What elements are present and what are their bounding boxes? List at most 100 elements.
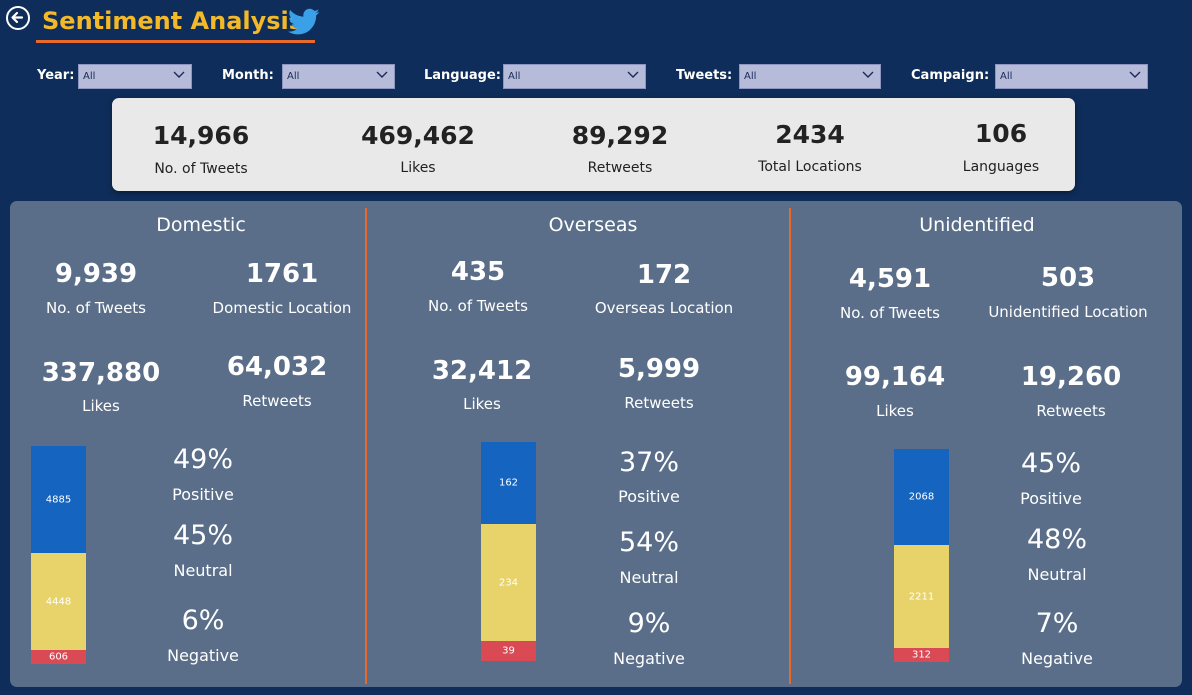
tweets-dropdown[interactable]: All xyxy=(739,64,881,89)
bar-segment-label: 4448 xyxy=(45,596,72,607)
overseas-locations-label: Overseas Location xyxy=(594,299,734,317)
bar-segment-label: 2068 xyxy=(908,491,935,503)
bar-segment-neutral: 2211 xyxy=(894,545,949,648)
unidentified-title: Unidentified xyxy=(919,214,1035,236)
unidentified-neutral-label: Neutral xyxy=(1027,565,1087,584)
chevron-down-icon xyxy=(1129,71,1141,78)
year-dropdown-value: All xyxy=(83,71,96,82)
language-dropdown[interactable]: All xyxy=(503,64,646,89)
domestic-retweets-label: Retweets xyxy=(242,392,312,410)
chevron-down-icon xyxy=(862,71,874,78)
overseas-locations-value: 172 xyxy=(636,260,692,290)
bar-segment-negative: 312 xyxy=(894,648,949,662)
filter-label-year: Year: xyxy=(37,68,75,83)
bar-segment-negative: 606 xyxy=(31,650,86,664)
overseas-negative-label: Negative xyxy=(613,649,685,668)
unidentified-retweets-value: 19,260 xyxy=(1020,362,1122,392)
overseas-negative-pct: 9% xyxy=(627,608,671,639)
overseas-likes-label: Likes xyxy=(463,395,501,413)
bar-segment-positive: 2068 xyxy=(894,449,949,545)
overseas-positive-pct: 37% xyxy=(618,447,679,478)
unidentified-locations-value: 503 xyxy=(1040,263,1096,293)
bar-segment-label: 4885 xyxy=(45,494,72,505)
bar-segment-positive: 4885 xyxy=(31,446,86,553)
overseas-retweets-label: Retweets xyxy=(624,394,694,412)
bar-segment-neutral: 4448 xyxy=(31,553,86,650)
kpi-likes-label: Likes xyxy=(400,160,436,176)
bar-segment-label: 234 xyxy=(498,577,519,588)
domestic-locations-value: 1761 xyxy=(245,259,319,289)
bar-segment-neutral: 234 xyxy=(481,524,536,641)
overseas-tweets-value: 435 xyxy=(450,257,506,287)
domestic-likes-label: Likes xyxy=(82,397,120,415)
unidentified-tweets-value: 4,591 xyxy=(848,264,932,294)
section-divider xyxy=(365,208,367,684)
sentiment-breakdown-panel xyxy=(10,201,1182,687)
twitter-bird-icon xyxy=(288,8,320,40)
domestic-locations-label: Domestic Location xyxy=(212,299,352,317)
filter-label-month: Month: xyxy=(222,68,274,83)
overseas-sentiment-bar: 162 234 39 xyxy=(481,442,536,661)
kpi-retweets-label: Retweets xyxy=(587,160,653,176)
year-dropdown[interactable]: All xyxy=(78,64,192,89)
chevron-down-icon xyxy=(627,71,639,78)
unidentified-retweets-label: Retweets xyxy=(1036,402,1106,420)
unidentified-sentiment-bar: 2068 2211 312 xyxy=(894,449,949,662)
title-underline xyxy=(36,40,315,43)
kpi-tweets-value: 14,966 xyxy=(152,121,250,150)
campaign-dropdown[interactable]: All xyxy=(995,64,1148,89)
overseas-positive-label: Positive xyxy=(618,487,680,506)
domestic-sentiment-bar: 4885 4448 606 xyxy=(31,446,86,664)
overseas-likes-value: 32,412 xyxy=(431,356,533,386)
page-title: Sentiment Analysis xyxy=(42,7,304,35)
filter-label-campaign: Campaign: xyxy=(911,68,990,83)
unidentified-positive-label: Positive xyxy=(1020,489,1082,508)
filter-label-language: Language: xyxy=(424,68,501,83)
domestic-neutral-pct: 45% xyxy=(172,520,233,551)
unidentified-likes-value: 99,164 xyxy=(844,362,946,392)
kpi-locations-label: Total Locations xyxy=(758,159,862,175)
domestic-likes-value: 337,880 xyxy=(41,358,161,388)
unidentified-tweets-label: No. of Tweets xyxy=(840,304,940,322)
overseas-neutral-pct: 54% xyxy=(618,527,679,558)
kpi-summary-card xyxy=(112,98,1075,191)
bar-segment-negative: 39 xyxy=(481,641,536,661)
unidentified-locations-label: Unidentified Location xyxy=(988,303,1148,321)
kpi-languages-label: Languages xyxy=(962,159,1040,175)
back-arrow-icon[interactable] xyxy=(6,6,30,30)
overseas-neutral-label: Neutral xyxy=(619,568,679,587)
overseas-retweets-value: 5,999 xyxy=(617,354,701,384)
month-dropdown[interactable]: All xyxy=(282,64,395,89)
domestic-retweets-value: 64,032 xyxy=(226,352,328,382)
unidentified-positive-pct: 45% xyxy=(1020,448,1081,479)
filter-label-tweets: Tweets: xyxy=(676,68,733,83)
domestic-tweets-value: 9,939 xyxy=(54,259,138,289)
bar-segment-positive: 162 xyxy=(481,442,536,524)
unidentified-neutral-pct: 48% xyxy=(1026,524,1087,555)
domestic-positive-label: Positive xyxy=(172,485,234,504)
overseas-tweets-label: No. of Tweets xyxy=(428,297,528,315)
campaign-dropdown-value: All xyxy=(1000,71,1013,82)
bar-segment-label: 606 xyxy=(48,651,69,663)
kpi-retweets-value: 89,292 xyxy=(571,121,669,150)
domestic-tweets-label: No. of Tweets xyxy=(46,299,146,317)
unidentified-negative-label: Negative xyxy=(1021,649,1093,668)
unidentified-likes-label: Likes xyxy=(876,402,914,420)
chevron-down-icon xyxy=(376,71,388,78)
domestic-title: Domestic xyxy=(156,214,246,236)
bar-segment-label: 312 xyxy=(911,649,932,661)
kpi-tweets-label: No. of Tweets xyxy=(154,161,248,177)
bar-segment-label: 162 xyxy=(498,477,519,489)
kpi-likes-value: 469,462 xyxy=(361,121,475,150)
domestic-negative-pct: 6% xyxy=(181,605,225,636)
bar-segment-label: 39 xyxy=(502,645,515,657)
section-divider xyxy=(789,208,791,684)
kpi-locations-value: 2434 xyxy=(775,120,845,149)
language-dropdown-value: All xyxy=(508,71,521,82)
domestic-negative-label: Negative xyxy=(167,646,239,665)
domestic-positive-pct: 49% xyxy=(172,444,233,475)
chevron-down-icon xyxy=(173,71,185,78)
overseas-title: Overseas xyxy=(548,214,638,236)
unidentified-negative-pct: 7% xyxy=(1035,608,1079,639)
kpi-languages-value: 106 xyxy=(974,119,1028,148)
